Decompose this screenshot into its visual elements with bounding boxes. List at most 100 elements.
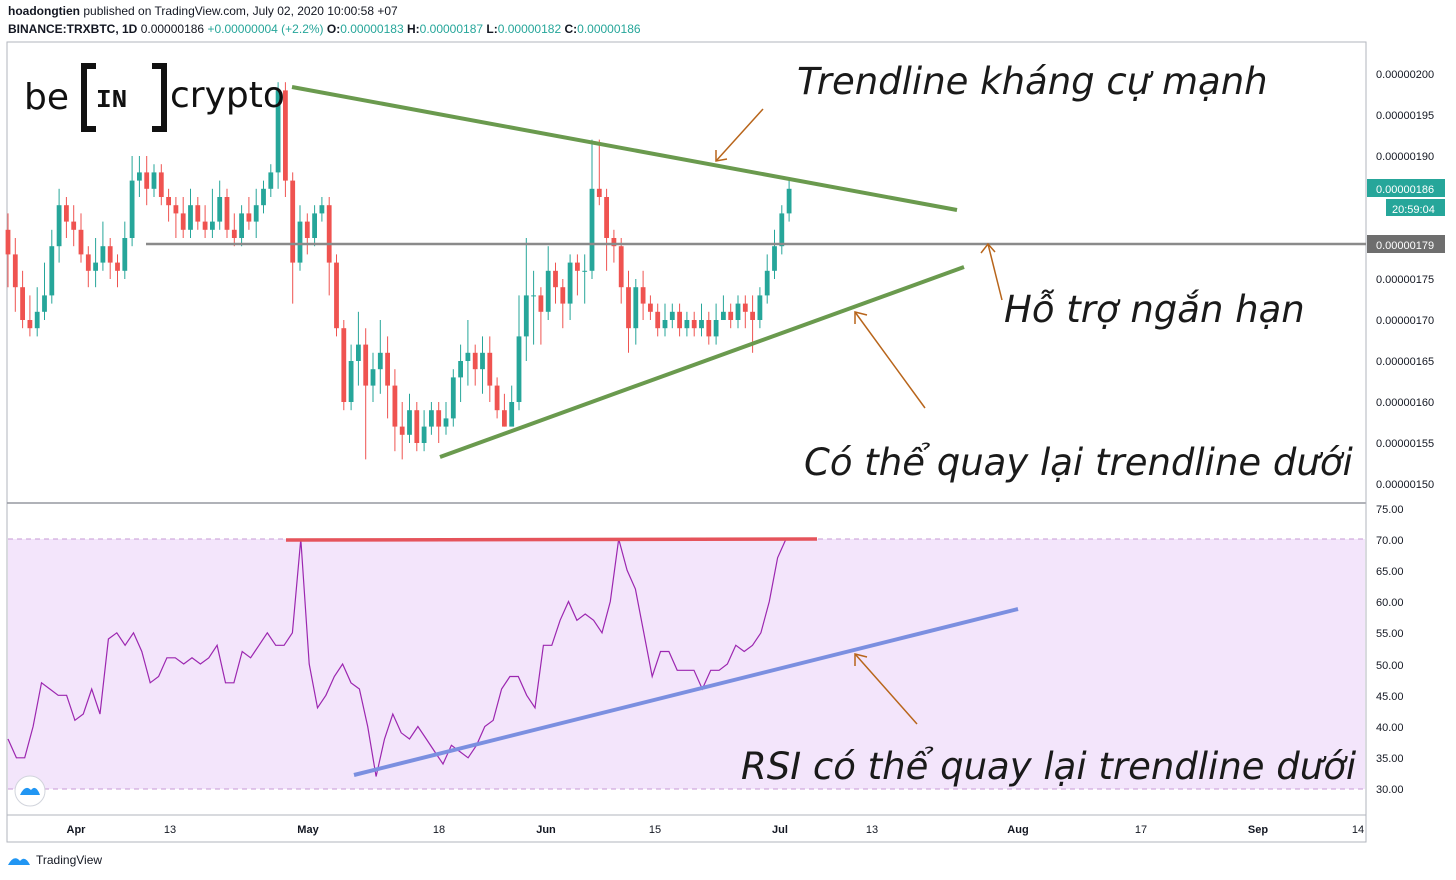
- candle-body[interactable]: [502, 410, 507, 427]
- candle-body[interactable]: [93, 262, 98, 271]
- candle-body[interactable]: [188, 205, 193, 230]
- candle-body[interactable]: [735, 303, 741, 320]
- candle-body[interactable]: [772, 246, 777, 271]
- candle-body[interactable]: [648, 303, 653, 312]
- candle-body[interactable]: [429, 410, 434, 427]
- candle-body[interactable]: [509, 402, 515, 427]
- candle-body[interactable]: [348, 361, 354, 402]
- candle-body[interactable]: [421, 426, 427, 443]
- candle-body[interactable]: [100, 246, 106, 263]
- candle-body[interactable]: [195, 205, 201, 222]
- candle-body[interactable]: [253, 205, 259, 222]
- candle-body[interactable]: [5, 229, 11, 255]
- candle-body[interactable]: [567, 262, 573, 304]
- candle-body[interactable]: [742, 303, 748, 312]
- candle-body[interactable]: [34, 311, 40, 329]
- candle-body[interactable]: [786, 188, 792, 214]
- candle-body[interactable]: [699, 320, 704, 329]
- candle-body[interactable]: [231, 229, 237, 238]
- candle-body[interactable]: [779, 213, 785, 247]
- candle-body[interactable]: [27, 320, 33, 329]
- candle-body[interactable]: [158, 172, 164, 197]
- candle-body[interactable]: [407, 410, 412, 435]
- candle-body[interactable]: [538, 295, 544, 312]
- candle-body[interactable]: [334, 262, 339, 329]
- candle-body[interactable]: [261, 188, 266, 206]
- candle-body[interactable]: [611, 238, 617, 247]
- candle-body[interactable]: [129, 180, 135, 238]
- candle-body[interactable]: [553, 270, 558, 288]
- tradingview-footer[interactable]: TradingView: [6, 852, 102, 868]
- candle-body[interactable]: [662, 320, 668, 329]
- candle-body[interactable]: [107, 246, 113, 263]
- candle-body[interactable]: [691, 320, 697, 329]
- candle-body[interactable]: [137, 172, 142, 181]
- rsi-top-line[interactable]: [285, 537, 818, 542]
- candle-body[interactable]: [684, 320, 690, 329]
- candle-body[interactable]: [173, 205, 179, 214]
- candle-body[interactable]: [115, 262, 120, 271]
- publisher-name[interactable]: hoadongtien: [8, 4, 80, 18]
- candle-body[interactable]: [283, 90, 288, 181]
- candle-body[interactable]: [385, 352, 390, 386]
- price-axis[interactable]: 0.00000200 0.00000195 0.00000190 0.00000…: [1376, 69, 1434, 491]
- candle-body[interactable]: [210, 221, 215, 230]
- candle-body[interactable]: [618, 246, 624, 288]
- candle-body[interactable]: [516, 336, 522, 402]
- candle-body[interactable]: [640, 287, 646, 304]
- candle-body[interactable]: [275, 90, 281, 173]
- candle-body[interactable]: [180, 213, 186, 230]
- candle-body[interactable]: [757, 295, 763, 320]
- candle-body[interactable]: [436, 410, 442, 427]
- candle-body[interactable]: [523, 295, 529, 337]
- candle-body[interactable]: [458, 361, 463, 378]
- candle-body[interactable]: [239, 213, 244, 238]
- candle-body[interactable]: [487, 352, 493, 386]
- candle-body[interactable]: [312, 213, 317, 238]
- candle-body[interactable]: [370, 369, 376, 386]
- candle-body[interactable]: [655, 311, 661, 329]
- candle-body[interactable]: [728, 311, 734, 320]
- candle-body[interactable]: [42, 295, 47, 312]
- candle-body[interactable]: [290, 180, 296, 263]
- candle-body[interactable]: [443, 418, 449, 427]
- candle-body[interactable]: [297, 221, 303, 263]
- candle-body[interactable]: [713, 320, 719, 337]
- candle-body[interactable]: [764, 270, 770, 296]
- tradingview-chart-icon[interactable]: [14, 775, 46, 807]
- candle-body[interactable]: [677, 311, 682, 329]
- candle-body[interactable]: [326, 205, 332, 263]
- candle-body[interactable]: [144, 172, 150, 189]
- candle-body[interactable]: [560, 287, 566, 304]
- candle-body[interactable]: [392, 385, 398, 427]
- candle-body[interactable]: [85, 254, 91, 271]
- candle-body[interactable]: [377, 352, 383, 370]
- candle-body[interactable]: [202, 221, 208, 230]
- candle-body[interactable]: [268, 172, 274, 189]
- resistance-trendline[interactable]: [291, 85, 958, 212]
- candle-body[interactable]: [224, 197, 230, 230]
- candle-body[interactable]: [472, 352, 478, 370]
- candle-body[interactable]: [304, 221, 310, 238]
- candle-body[interactable]: [71, 221, 77, 230]
- candle-body[interactable]: [356, 344, 361, 361]
- candle-body[interactable]: [166, 197, 171, 206]
- candle-body[interactable]: [604, 197, 609, 238]
- candle-body[interactable]: [20, 287, 25, 320]
- candle-body[interactable]: [706, 320, 712, 337]
- candle-body[interactable]: [12, 254, 18, 288]
- rsi-axis[interactable]: 75.00 70.00 65.00 60.00 55.00 50.00 45.0…: [1376, 504, 1404, 796]
- candle-body[interactable]: [626, 287, 631, 329]
- candle-body[interactable]: [450, 377, 456, 419]
- candle-body[interactable]: [217, 197, 223, 222]
- candle-body[interactable]: [582, 270, 588, 272]
- support-trendline[interactable]: [439, 265, 965, 459]
- candle-body[interactable]: [750, 311, 755, 320]
- candle-body[interactable]: [78, 229, 84, 255]
- candle-body[interactable]: [589, 188, 595, 271]
- candles-group[interactable]: [5, 82, 792, 460]
- candle-body[interactable]: [56, 205, 62, 247]
- candle-body[interactable]: [480, 352, 485, 370]
- candle-body[interactable]: [64, 205, 69, 222]
